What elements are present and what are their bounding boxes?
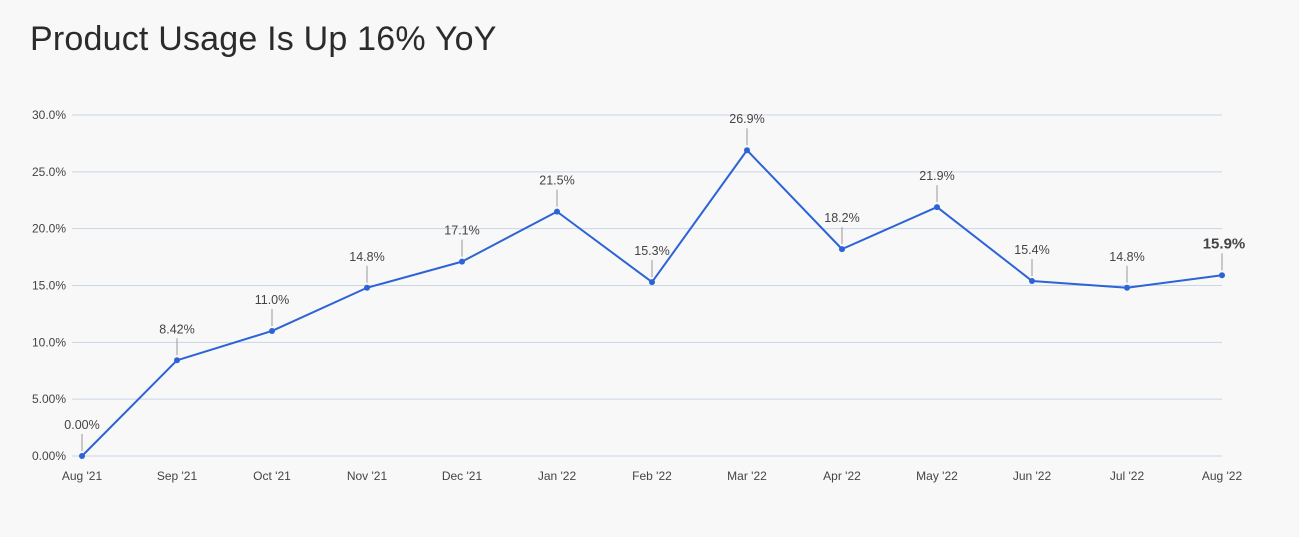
label-leaders: [81, 128, 1223, 451]
data-label: 17.1%: [444, 224, 479, 238]
x-tick-label: Feb '22: [632, 469, 672, 483]
data-label: 18.2%: [824, 211, 859, 225]
data-label: 8.42%: [159, 322, 194, 336]
x-tick-label: Jun '22: [1013, 469, 1052, 483]
y-tick-label: 10.0%: [32, 335, 66, 349]
data-label: 21.5%: [539, 174, 574, 188]
y-tick-label: 15.0%: [32, 279, 66, 293]
x-tick-label: Jan '22: [538, 469, 577, 483]
data-point: [364, 284, 370, 291]
x-axis-ticks: Aug '21 Sep '21 Oct '21 Nov '21 Dec '21 Jan '…: [62, 469, 1243, 483]
data-label: 21.9%: [919, 169, 954, 183]
chart-title: Product Usage Is Up 16% YoY: [30, 20, 497, 58]
data-point: [934, 204, 940, 211]
y-tick-label: 25.0%: [32, 165, 66, 179]
y-tick-label: 0.00%: [32, 449, 66, 463]
x-tick-label: May '22: [916, 469, 958, 483]
data-label-latest: 15.9%: [1203, 235, 1246, 252]
x-tick-label: Sep '21: [157, 469, 198, 483]
data-label: 26.9%: [729, 112, 764, 126]
data-point: [79, 453, 85, 459]
x-tick-label: Jul '22: [1110, 469, 1145, 483]
x-tick-label: Nov '21: [347, 469, 388, 483]
data-label: 14.8%: [1109, 250, 1144, 264]
y-tick-label: 5.00%: [32, 392, 66, 406]
series-line-layer: [81, 149, 1223, 457]
data-point: [1219, 272, 1225, 279]
data-point: [839, 246, 845, 253]
x-tick-label: Aug '21: [62, 469, 103, 483]
data-point: [174, 357, 180, 364]
data-labels: 0.00% 8.42% 11.0% 14.8% 17.1% 21.5% 15.3% 26.9%…: [64, 112, 1245, 432]
data-point: [269, 327, 275, 334]
y-tick-label: 30.0%: [32, 108, 66, 122]
data-point: [1124, 284, 1130, 291]
data-points: [79, 147, 1225, 459]
x-tick-label: Dec '21: [442, 469, 483, 483]
x-tick-label: Apr '22: [823, 469, 861, 483]
data-point: [1029, 277, 1035, 284]
x-tick-label: Oct '21: [253, 469, 291, 483]
data-point: [649, 279, 655, 286]
series-line: [81, 149, 1223, 457]
y-axis-ticks: 0.00% 5.00% 10.0% 15.0% 20.0% 25.0% 30.0%: [32, 108, 66, 463]
data-label: 15.3%: [634, 244, 669, 258]
grid-layer: [72, 114, 1222, 457]
data-label: 0.00%: [64, 418, 99, 432]
data-point: [459, 258, 465, 265]
data-label: 11.0%: [255, 293, 290, 307]
x-tick-label: Mar '22: [727, 469, 767, 483]
data-label: 14.8%: [349, 250, 384, 264]
data-point: [554, 208, 560, 215]
x-tick-label: Aug '22: [1202, 469, 1243, 483]
data-point: [744, 147, 750, 154]
y-tick-label: 20.0%: [32, 222, 66, 236]
data-label: 15.4%: [1014, 243, 1049, 257]
